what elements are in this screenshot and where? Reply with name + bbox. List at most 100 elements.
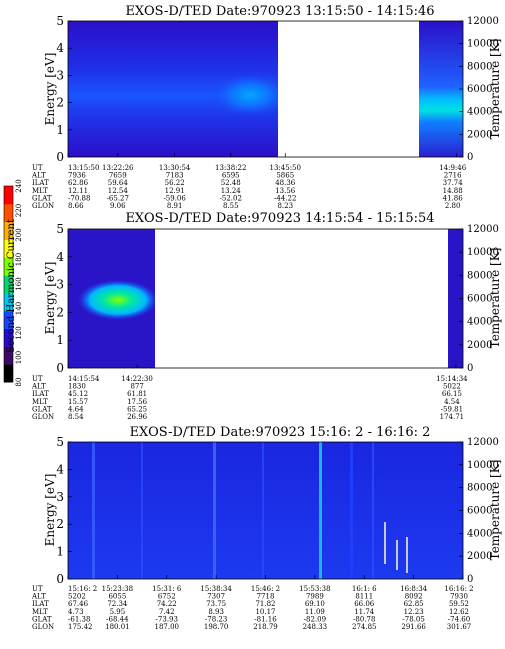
orbit-value: 12.62 [449, 608, 469, 616]
panel-3-band [262, 442, 264, 579]
temperature-tick-label: 0 [467, 152, 473, 163]
orbit-value: 26.96 [127, 413, 148, 421]
colorbar-segment [4, 203, 13, 223]
orbit-value: 13.24 [221, 187, 242, 195]
temperature-tick-label: 2000 [467, 129, 492, 140]
orbit-value: 301.67 [447, 623, 472, 631]
orbit-value: 174.71 [440, 413, 465, 421]
orbit-value: -78.23 [205, 615, 227, 623]
orbit-value: 187.00 [155, 623, 180, 631]
orbit-value: 7.42 [159, 608, 175, 616]
colorbar-tick-label: 240 [15, 179, 23, 192]
temperature-tick-label: 0 [467, 363, 473, 374]
orbit-row-label: GLAT [32, 405, 52, 413]
orbit-value: 15:16: 2 [68, 585, 97, 593]
orbit-row-label: ILAT [32, 390, 49, 398]
temperature-tick-label: 10000 [467, 247, 499, 258]
colorbar-segment [4, 328, 13, 347]
energy-tick-label: 1 [56, 545, 64, 559]
orbit-value: 7989 [306, 593, 324, 601]
orbit-value: 175.42 [68, 623, 93, 631]
colorbar-scale [4, 186, 13, 383]
energy-tick-label: 2 [56, 305, 64, 319]
temperature-tick-label: 8000 [467, 270, 492, 281]
orbit-value: 59.64 [108, 179, 129, 187]
orbit-value: 12.23 [404, 608, 424, 616]
orbit-value: 16:8:34 [400, 585, 428, 593]
orbit-value: -80.78 [353, 615, 375, 623]
temperature-tick-label: 12000 [467, 16, 499, 27]
orbit-value: -59.06 [163, 194, 186, 202]
energy-tick-label: 4 [56, 462, 64, 476]
orbit-row-label: ALT [31, 172, 46, 180]
orbit-value: 67.46 [68, 600, 89, 608]
orbit-value: -70.88 [68, 194, 90, 202]
colorbar-label: Second Harmonic Current [6, 219, 17, 353]
orbit-value: 5202 [68, 593, 86, 601]
orbit-row-label: GLON [32, 413, 54, 421]
orbit-value: 8.55 [223, 202, 239, 210]
panel-2-data-gap [155, 229, 448, 368]
orbit-value: -65.27 [107, 194, 129, 202]
orbit-value: 218.79 [253, 623, 278, 631]
orbit-value: 14:15:54 [68, 375, 100, 383]
energy-tick-label: 4 [56, 41, 64, 55]
orbit-value: -44.22 [274, 194, 296, 202]
orbit-value: 13.56 [275, 187, 296, 195]
orbit-value: 5.95 [110, 608, 126, 616]
panel-2-high-flux-region [78, 280, 158, 320]
orbit-row-label: GLON [32, 202, 54, 210]
temperature-tick-label: 8000 [467, 483, 492, 494]
panel-3-marker [384, 522, 386, 564]
colorbar-tick-label: 160 [15, 277, 23, 290]
panel-3-band [372, 442, 374, 579]
orbit-value: 8.93 [208, 608, 224, 616]
orbit-value: 4.73 [68, 608, 84, 616]
colorbar-segment [4, 186, 13, 205]
temperature-tick-label: 6000 [467, 294, 492, 305]
orbit-value: 13:22:26 [102, 164, 134, 172]
orbit-value: 12.91 [165, 187, 185, 195]
orbit-value: 48.36 [275, 179, 296, 187]
orbit-row-label: GLAT [32, 194, 52, 202]
orbit-row-label: GLAT [32, 615, 52, 623]
orbit-value: 15.57 [68, 398, 88, 406]
panel-3-band [319, 442, 322, 579]
energy-tick-label: 2 [56, 517, 64, 531]
temperature-tick-label: 8000 [467, 61, 492, 72]
temperature-tick-label: 0 [467, 574, 473, 585]
panel-3-band [213, 442, 216, 579]
orbit-value: 15:31: 6 [152, 585, 182, 593]
panel-1-orbit-table: UTALTILATMLTGLATGLON13:15:50793662.8612.… [31, 153, 467, 210]
orbit-value: -59.81 [441, 405, 463, 413]
panel-1-data-gap [278, 21, 419, 157]
energy-tick-label: 1 [56, 123, 64, 137]
orbit-value: 274.85 [352, 623, 377, 631]
panel-2-energy-axis: 0 1 2 3 4 5 [56, 222, 72, 375]
orbit-value: 291.66 [401, 623, 426, 631]
panel-3-energy-axis: 0 1 2 3 4 5 [56, 435, 72, 586]
energy-tick-label: 3 [56, 490, 64, 504]
orbit-value: 12.11 [68, 187, 88, 195]
orbit-value: 65.25 [127, 405, 147, 413]
orbit-value: 12.54 [108, 187, 129, 195]
orbit-value: 4.64 [68, 405, 84, 413]
orbit-value: 7183 [166, 172, 184, 180]
panel-2-temperature-axis: 0 2000 4000 6000 8000 10000 12000 [459, 224, 499, 374]
energy-tick-label: 5 [56, 14, 64, 28]
orbit-value: 8.23 [277, 202, 293, 210]
colorbar-frame [3, 185, 14, 383]
orbit-value: -81.16 [254, 615, 277, 623]
orbit-value: 877 [130, 383, 143, 391]
panel-1-y2label: Temperature [K] [488, 39, 502, 140]
orbit-value: 7718 [257, 593, 275, 601]
panel-2: EXOS-D/TED Date:970923 14:15:54 - 15:15:… [31, 211, 502, 421]
energy-tick-label: 5 [56, 435, 64, 449]
colorbar-segment [4, 221, 13, 240]
energy-tick-label: 3 [56, 278, 64, 292]
temperature-tick-label: 12000 [467, 437, 499, 448]
orbit-row-label: ILAT [32, 179, 49, 187]
panel-1-right-strip [419, 21, 463, 157]
panel-3-plot-area [68, 442, 463, 579]
